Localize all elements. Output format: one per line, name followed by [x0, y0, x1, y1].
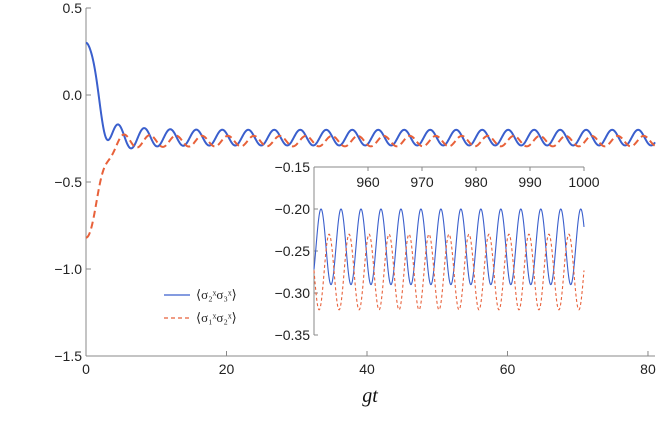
inset-x-tick-label: 960 — [356, 174, 380, 190]
inset-series-line-2 — [313, 233, 585, 311]
inset-y-tick-label: −0.30 — [275, 285, 311, 301]
x-tick-label: 20 — [219, 361, 235, 377]
inset-x-tick-label: 970 — [410, 174, 434, 190]
inset-ticks: 960 970 980 990 1000 −0.35 −0.30 −0.25 −0.20 −0.1… — [275, 159, 600, 343]
series-line-2 — [85, 133, 656, 239]
x-axis-label: gt — [362, 385, 378, 407]
inset-series-line-1 — [313, 208, 585, 286]
legend-label-series-2: ⟨σ₁ˣσ₂ˣ⟩ — [196, 310, 237, 325]
y-tick-label: 0.0 — [63, 87, 83, 103]
y-tick-label: 0.5 — [63, 0, 83, 16]
inset-chart: 960 970 980 990 1000 −0.35 −0.30 −0.25 −0.20 −0.1… — [275, 159, 600, 343]
inset-x-tick-label: 980 — [464, 174, 488, 190]
x-tick-label: 0 — [82, 361, 90, 377]
inset-x-tick-label: 990 — [518, 174, 542, 190]
x-tick-label: 40 — [359, 361, 375, 377]
legend-label-series-1: ⟨σ₂ˣσ₃ˣ⟩ — [196, 287, 237, 302]
series-line-1 — [85, 41, 656, 150]
main-series — [85, 41, 656, 239]
y-tick-label: −0.5 — [54, 174, 82, 190]
inset-x-tick-label: 1000 — [568, 174, 599, 190]
inset-y-tick-label: −0.15 — [275, 159, 311, 175]
inset-y-tick-label: −0.35 — [275, 327, 311, 343]
inset-y-tick-label: −0.20 — [275, 201, 311, 217]
inset-y-tick-label: −0.25 — [275, 243, 311, 259]
legend: ⟨σ₂ˣσ₃ˣ⟩ ⟨σ₁ˣσ₂ˣ⟩ — [164, 287, 237, 325]
main-ticks: 0 20 40 60 80 −1.5 −1.0 −0.5 0.0 0.5 — [54, 0, 656, 377]
inset-series — [313, 208, 585, 311]
x-tick-label: 60 — [500, 361, 516, 377]
y-tick-label: −1.0 — [54, 261, 82, 277]
inset-background — [314, 167, 584, 335]
x-tick-label: 80 — [640, 361, 656, 377]
y-tick-label: −1.5 — [54, 348, 82, 364]
